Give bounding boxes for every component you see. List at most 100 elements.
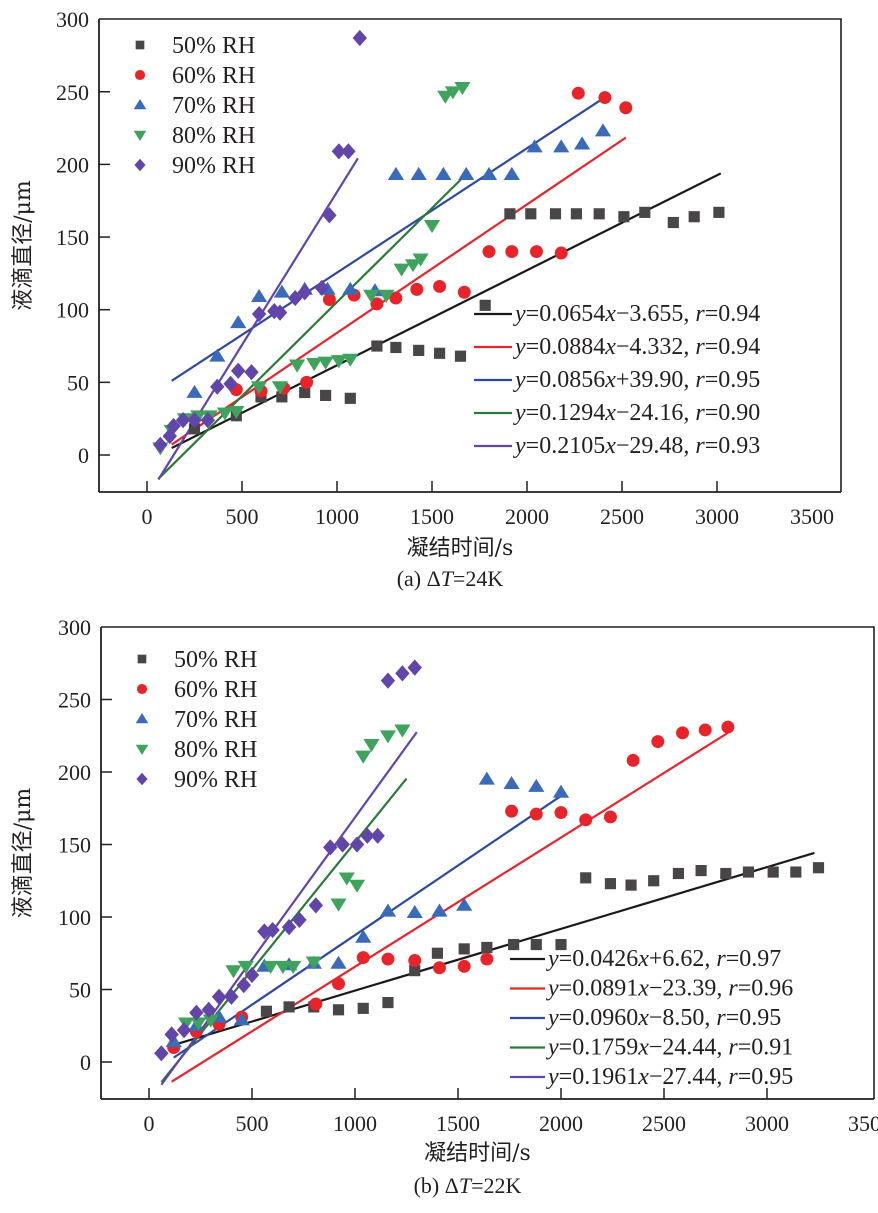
data-point xyxy=(525,208,537,220)
y-tick-label: 100 xyxy=(58,905,91,930)
data-point xyxy=(165,1034,182,1048)
data-point xyxy=(348,879,366,893)
series-80rh xyxy=(177,724,411,1031)
y-tick-label: 300 xyxy=(56,7,89,32)
data-point xyxy=(767,866,779,878)
data-point xyxy=(349,836,365,853)
data-point xyxy=(285,960,302,974)
legend-marker xyxy=(134,69,146,81)
data-point xyxy=(370,297,384,311)
data-point xyxy=(390,341,402,354)
data-point xyxy=(503,166,520,180)
data-point xyxy=(651,735,665,749)
legend-label: 70% RH xyxy=(172,93,255,119)
data-point xyxy=(504,208,516,220)
data-point xyxy=(479,299,491,311)
data-point xyxy=(230,315,247,329)
data-point xyxy=(344,392,356,404)
data-point xyxy=(394,724,411,738)
data-point xyxy=(454,81,471,96)
data-point xyxy=(570,208,582,220)
data-point xyxy=(189,1004,204,1021)
data-point xyxy=(553,139,570,153)
data-point xyxy=(211,988,227,1005)
data-point xyxy=(505,804,519,818)
data-point xyxy=(433,279,447,293)
fit-equation-label: y=0.0891x−23.39, r=0.96 xyxy=(546,976,793,1002)
data-point xyxy=(720,867,732,880)
data-point xyxy=(224,988,239,1005)
data-point xyxy=(713,206,725,218)
data-point xyxy=(360,827,375,844)
data-point xyxy=(357,1002,369,1014)
data-point xyxy=(306,358,323,372)
data-point xyxy=(378,289,395,303)
data-point xyxy=(251,381,268,395)
y-tick-label: 50 xyxy=(67,370,89,395)
data-point xyxy=(408,954,422,967)
data-point xyxy=(554,806,568,820)
series-60rh xyxy=(229,86,633,398)
data-point xyxy=(330,955,347,969)
x-tick-label: 1500 xyxy=(410,504,454,529)
data-point xyxy=(526,139,543,153)
data-point xyxy=(237,960,254,974)
x-tick-label: 2500 xyxy=(642,1111,686,1136)
data-point xyxy=(410,166,427,180)
data-point xyxy=(555,938,567,951)
data-point xyxy=(676,726,690,740)
data-point xyxy=(667,216,679,229)
data-point xyxy=(593,208,605,220)
data-point xyxy=(231,362,246,379)
data-point xyxy=(432,961,446,975)
data-point xyxy=(363,289,380,303)
data-point xyxy=(297,284,312,301)
data-point xyxy=(503,775,520,789)
data-point xyxy=(431,947,443,959)
data-point xyxy=(431,903,448,917)
data-point xyxy=(200,412,215,429)
data-point xyxy=(407,659,422,676)
data-point xyxy=(244,364,259,381)
x-tick-label: 0 xyxy=(144,1111,155,1136)
x-axis-title: 凝结时间/s xyxy=(424,1141,531,1166)
data-point xyxy=(370,827,385,844)
data-point xyxy=(505,245,519,259)
data-point xyxy=(625,879,637,891)
data-point xyxy=(688,211,700,223)
data-point xyxy=(228,406,245,420)
x-tick-label: 0 xyxy=(142,504,153,529)
fit-equation-label: y=0.1961x−27.44, r=0.95 xyxy=(546,1064,793,1090)
x-tick-label: 500 xyxy=(226,504,259,529)
data-point xyxy=(457,285,471,299)
data-point xyxy=(790,866,802,878)
data-point xyxy=(395,665,410,682)
data-point xyxy=(251,288,268,303)
data-point xyxy=(289,359,306,373)
data-point xyxy=(409,965,421,977)
data-point xyxy=(380,672,396,689)
legend-marker xyxy=(135,40,145,50)
data-point xyxy=(458,943,470,955)
fit-equation-label: y=0.0654x−3.655, r=0.94 xyxy=(513,301,760,327)
data-point xyxy=(549,208,562,220)
data-point xyxy=(314,279,329,297)
data-point xyxy=(371,340,383,352)
data-point xyxy=(305,956,322,970)
data-point xyxy=(387,166,404,180)
data-point xyxy=(341,143,356,160)
data-point xyxy=(187,412,202,429)
legend-label: 90% RH xyxy=(172,153,255,179)
data-point xyxy=(332,1004,345,1016)
data-point xyxy=(175,412,191,429)
data-point xyxy=(454,350,467,362)
data-point xyxy=(225,965,242,979)
data-point xyxy=(389,291,403,305)
series-60rh xyxy=(167,720,735,1054)
legend-label: 60% RH xyxy=(172,63,255,89)
fit-equation-label: y=0.0426x+6.62, r=0.97 xyxy=(546,946,781,972)
legend-marker xyxy=(136,772,148,786)
data-point xyxy=(271,381,289,395)
legend-label: 50% RH xyxy=(172,33,255,59)
data-point xyxy=(379,903,397,917)
